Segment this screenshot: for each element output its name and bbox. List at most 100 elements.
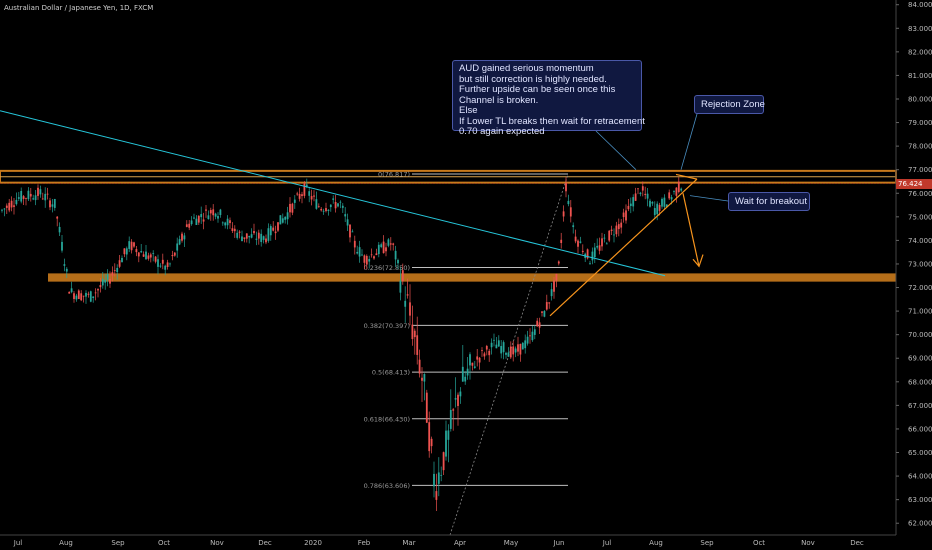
candle-body xyxy=(188,223,191,228)
candle-body xyxy=(365,255,368,265)
candle-body xyxy=(411,324,414,340)
breakout-note-leader xyxy=(689,195,729,202)
candle-body xyxy=(346,219,349,226)
candle-body xyxy=(577,240,579,247)
candle-body xyxy=(567,200,570,205)
x-tick-label: Sep xyxy=(700,539,714,547)
candle-body xyxy=(303,183,306,196)
candle-body xyxy=(41,198,44,200)
candle-body xyxy=(87,293,90,295)
candle-body xyxy=(586,249,589,259)
candle-body xyxy=(557,261,560,264)
candle-body xyxy=(507,352,510,357)
candle-body xyxy=(89,291,92,302)
candle-body xyxy=(34,195,37,201)
candle-body xyxy=(649,200,651,207)
x-tick-label: Feb xyxy=(358,539,371,547)
fib-label: 0.786(63.606) xyxy=(364,482,410,490)
x-tick-label: Jul xyxy=(602,539,612,547)
candle-body xyxy=(560,239,563,244)
candle-body xyxy=(675,187,678,196)
candle-body xyxy=(260,233,263,242)
y-tick-label: 84.000 xyxy=(908,1,932,9)
candle-body xyxy=(75,295,78,300)
candle-body xyxy=(375,253,378,256)
breakdown-arrow-line xyxy=(682,193,700,267)
candle-body xyxy=(80,293,83,301)
candle-body xyxy=(46,193,49,195)
x-tick-label: Jun xyxy=(553,539,565,547)
candle-body xyxy=(469,354,471,366)
candle-body xyxy=(289,203,291,213)
candle-body xyxy=(32,198,35,200)
candle-body xyxy=(92,296,95,299)
fib-label: 0.618(66.430) xyxy=(364,415,410,423)
candle-body xyxy=(356,251,359,254)
x-tick-label: Jul xyxy=(13,539,23,547)
candle-body xyxy=(409,302,411,316)
x-tick-label: Oct xyxy=(753,539,765,547)
candle-body xyxy=(310,196,313,200)
candle-body xyxy=(202,219,205,222)
candle-body xyxy=(183,235,186,240)
drawings xyxy=(0,110,729,317)
candle-body xyxy=(173,252,176,256)
candle-body xyxy=(389,243,392,245)
candle-body xyxy=(413,330,416,338)
candle-body xyxy=(5,205,8,208)
candle-body xyxy=(524,340,527,349)
rejection-note-leader xyxy=(680,113,698,170)
candle-body xyxy=(341,205,344,208)
candle-body xyxy=(248,235,251,238)
candle-body xyxy=(99,285,102,288)
candle-body xyxy=(610,229,613,231)
candle-body xyxy=(418,359,421,374)
candle-body xyxy=(65,268,68,272)
y-tick-label: 82.000 xyxy=(908,48,932,56)
momentum-note-leader xyxy=(595,130,637,170)
fib-label: 0.5(68.413) xyxy=(372,369,410,377)
candle-body xyxy=(70,288,73,293)
candle-body xyxy=(200,214,203,218)
candle-body xyxy=(101,278,104,286)
candle-body xyxy=(73,293,75,299)
fib-label: 0.382(70.397) xyxy=(364,322,410,330)
candle-body xyxy=(680,188,683,191)
candle-body xyxy=(406,294,409,296)
candle-body xyxy=(461,366,464,382)
candle-body xyxy=(545,302,548,310)
candle-body xyxy=(29,193,32,197)
candle-body xyxy=(265,238,267,243)
candle-body xyxy=(440,474,443,476)
candle-body xyxy=(154,256,157,262)
candle-body xyxy=(641,186,644,191)
candle-body xyxy=(370,254,373,256)
candle-body xyxy=(593,247,596,258)
x-tick-label: Apr xyxy=(454,539,466,547)
candle-body xyxy=(133,242,135,247)
momentum-note[interactable]: AUD gained serious momentum but still co… xyxy=(452,60,645,137)
candle-body xyxy=(397,260,399,264)
candle-body xyxy=(550,289,553,297)
candle-body xyxy=(416,335,419,355)
candle-body xyxy=(517,344,519,352)
y-tick-label: 71.000 xyxy=(908,308,932,316)
candle-body xyxy=(505,352,507,355)
candle-body xyxy=(322,210,325,212)
wait-for-breakout-note[interactable]: Wait for breakout xyxy=(728,192,810,211)
candle-body xyxy=(279,215,282,225)
candle-body xyxy=(596,245,599,248)
candle-body xyxy=(509,346,512,358)
candle-body xyxy=(653,208,656,216)
candle-body xyxy=(25,198,27,199)
candle-body xyxy=(109,278,111,284)
rejection-zone-note[interactable]: Rejection Zone xyxy=(694,95,765,114)
candle-body xyxy=(601,238,603,247)
candles xyxy=(1,177,683,512)
x-tick-label: Dec xyxy=(850,539,864,547)
candle-body xyxy=(581,250,584,253)
candle-body xyxy=(457,394,459,406)
candle-body xyxy=(1,209,3,211)
candle-body xyxy=(94,292,97,294)
